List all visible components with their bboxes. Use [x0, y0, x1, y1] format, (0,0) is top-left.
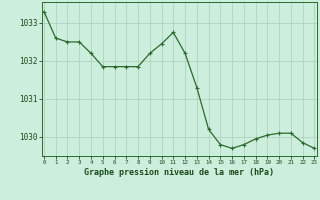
X-axis label: Graphe pression niveau de la mer (hPa): Graphe pression niveau de la mer (hPa): [84, 168, 274, 177]
